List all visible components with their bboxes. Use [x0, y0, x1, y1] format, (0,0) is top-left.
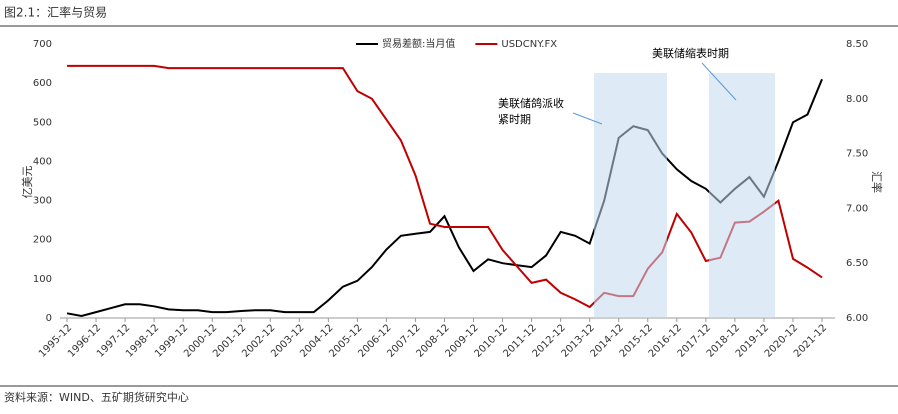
y-tick-label: 100 — [33, 274, 52, 285]
y2-axis-label: 汇率 — [870, 171, 884, 193]
arrow — [701, 62, 737, 101]
legend-label: 贸易差额:当月值 — [382, 37, 455, 50]
annotation: 紧时期 — [498, 113, 531, 126]
y2-tick-label: 6.50 — [846, 258, 868, 269]
shade-region — [709, 73, 775, 318]
y-tick-label: 200 — [33, 235, 52, 246]
chart-title: 图2.1：汇率与贸易 — [4, 5, 107, 20]
legend-label: USDCNY.FX — [501, 39, 557, 50]
y2-tick-label: 7.50 — [846, 149, 868, 160]
y-axis-label: 亿美元 — [21, 166, 34, 199]
y-tick-label: 600 — [33, 78, 52, 89]
y2-tick-label: 6.00 — [846, 313, 868, 324]
y2-tick-label: 8.00 — [846, 94, 868, 105]
annotation: 美联储缩表时期 — [652, 46, 729, 60]
shade-region — [594, 73, 667, 318]
arrow — [572, 112, 603, 125]
y-tick-label: 700 — [33, 39, 52, 50]
y-tick-label: 400 — [33, 156, 52, 167]
y2-tick-label: 8.50 — [846, 39, 868, 50]
source: 资料来源：WIND、五矿期货研究中心 — [4, 390, 189, 404]
y-tick-label: 0 — [46, 313, 52, 324]
y-tick-label: 300 — [33, 196, 52, 207]
series-line — [67, 64, 823, 309]
y-tick-label: 500 — [33, 117, 52, 128]
series-line — [66, 78, 823, 318]
y2-tick-label: 7.00 — [846, 203, 868, 214]
annotation: 美联储鸽派收 — [498, 96, 564, 110]
